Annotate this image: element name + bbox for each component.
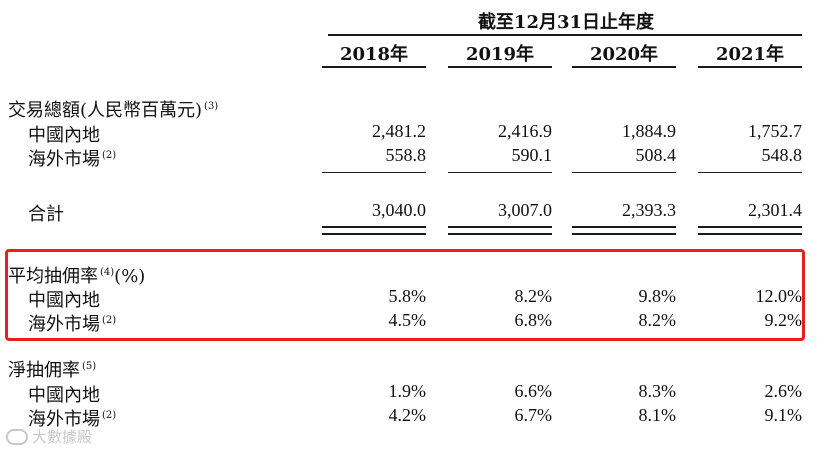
gmv-total-2019: 3,007.0 (498, 200, 552, 220)
avg-commission-unit: (%) (114, 266, 146, 287)
avg-commission-note: (4) (100, 267, 115, 278)
gmv-mainland-2020: 1,884.9 (622, 121, 676, 141)
net-mainland-2021: 2.6% (764, 381, 803, 401)
watermark: 大數據殿 (6, 426, 92, 447)
gmv-overseas-2021: 548.8 (761, 145, 803, 165)
watermark-text: 大數據殿 (32, 428, 93, 446)
net-commission-label: 淨抽佣率 (8, 360, 80, 381)
year-2018: 2018年 (339, 44, 409, 65)
total-rule-2018 (322, 172, 426, 173)
section-title-net-commission: 淨抽佣率 (5) (8, 356, 96, 382)
gmv-overseas-2020: 508.4 (635, 145, 677, 165)
avg-overseas-2018: 4.5% (388, 310, 427, 330)
net-mainland-2019: 6.6% (514, 381, 553, 401)
total-rule-2021 (698, 172, 802, 173)
period-underline (328, 34, 802, 36)
period-header: 截至12月31日止年度 (477, 12, 655, 33)
gmv-row-label-overseas: 海外市場 (2) (28, 145, 116, 171)
highlight-box (5, 249, 805, 341)
year-2021: 2021年 (715, 44, 785, 65)
section-title-gmv: 交易總額(人民幣百萬元) (3) (8, 96, 218, 122)
gmv-overseas-2019: 590.1 (511, 145, 553, 165)
net-overseas-2019: 6.7% (514, 405, 553, 425)
gmv-overseas-2018: 558.8 (385, 145, 427, 165)
avg-mainland-2021: 12.0% (755, 286, 803, 306)
avg-overseas-2021: 9.2% (764, 310, 803, 330)
net-overseas-label: 海外市場 (28, 409, 100, 430)
year-underline-2021 (698, 66, 802, 68)
gmv-total-2020: 2,393.3 (622, 200, 676, 220)
net-commission-note: (5) (82, 361, 97, 372)
avg-overseas-label: 海外市場 (28, 314, 100, 335)
total-rule-2020 (572, 172, 676, 173)
double-rule-2018 (322, 226, 426, 235)
year-underline-2020 (572, 66, 676, 68)
gmv-total-2021: 2,301.4 (748, 200, 802, 220)
double-rule-2019 (448, 226, 552, 235)
avg-mainland-2018: 5.8% (388, 286, 427, 306)
gmv-row-label-mainland: 中國內地 (28, 125, 100, 146)
net-mainland-2018: 1.9% (388, 381, 427, 401)
gmv-mainland-2021: 1,752.7 (748, 121, 802, 141)
avg-overseas-2020: 8.2% (638, 310, 677, 330)
year-underline-2019 (448, 66, 552, 68)
net-row-label-overseas: 海外市場 (2) (28, 405, 116, 431)
year-2020: 2020年 (589, 44, 659, 65)
avg-row-label-overseas: 海外市場 (2) (28, 310, 116, 336)
net-overseas-note: (2) (102, 410, 117, 421)
avg-mainland-2020: 9.8% (638, 286, 677, 306)
gmv-overseas-label: 海外市場 (28, 149, 100, 170)
gmv-overseas-note: (2) (102, 150, 117, 161)
gmv-total-label: 合計 (28, 204, 64, 225)
avg-commission-label: 平均抽佣率 (8, 266, 98, 287)
gmv-mainland-2019: 2,416.9 (498, 121, 552, 141)
gmv-total-2018: 3,040.0 (372, 200, 426, 220)
avg-overseas-2019: 6.8% (514, 310, 553, 330)
avg-mainland-2019: 8.2% (514, 286, 553, 306)
section-title-avg-commission: 平均抽佣率 (4)(%) (8, 262, 145, 288)
avg-row-label-mainland: 中國內地 (28, 290, 100, 311)
gmv-note: (3) (204, 101, 219, 112)
logo-icon (6, 428, 28, 445)
gmv-label: 交易總額(人民幣百萬元) (8, 100, 203, 121)
net-row-label-mainland: 中國內地 (28, 385, 100, 406)
net-overseas-2021: 9.1% (764, 405, 803, 425)
net-mainland-2020: 8.3% (638, 381, 677, 401)
avg-overseas-note: (2) (102, 315, 117, 326)
gmv-mainland-2018: 2,481.2 (372, 121, 426, 141)
total-rule-2019 (448, 172, 552, 173)
double-rule-2021 (698, 226, 802, 235)
net-overseas-2018: 4.2% (388, 405, 427, 425)
year-underline-2018 (322, 66, 426, 68)
net-overseas-2020: 8.1% (638, 405, 677, 425)
double-rule-2020 (572, 226, 676, 235)
year-2019: 2019年 (465, 44, 535, 65)
